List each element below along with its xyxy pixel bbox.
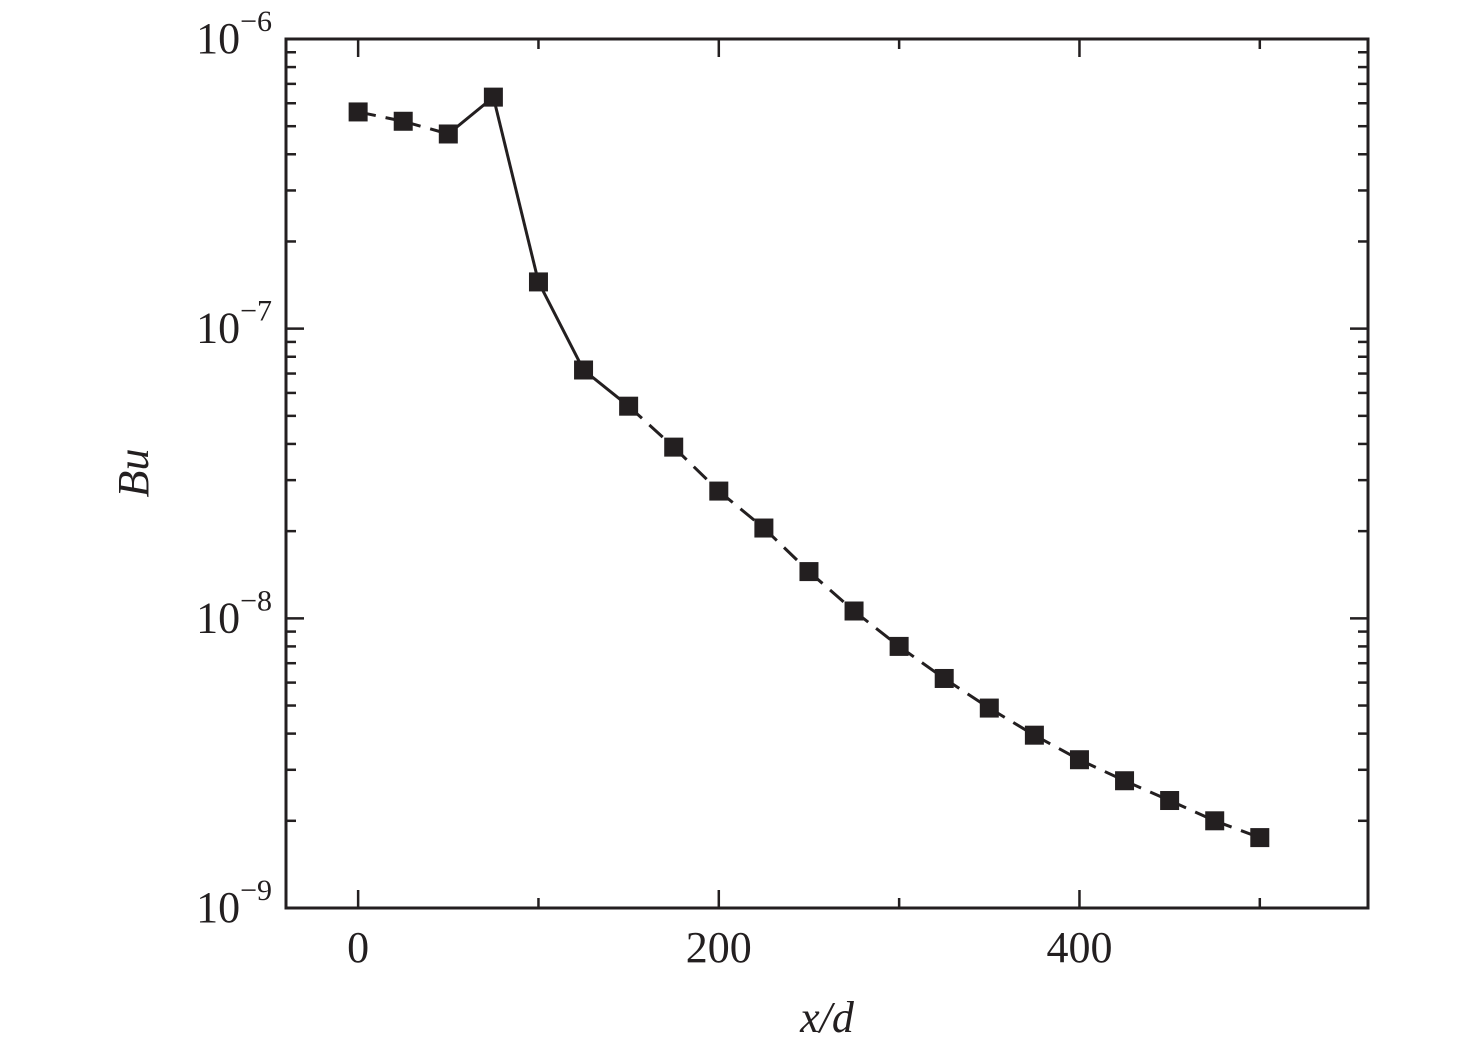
data-point-marker — [844, 601, 864, 621]
y-tick-label: 10−7 — [196, 295, 272, 353]
tick-layer: 10−9 10−8 10−7 10−6 0 200 400 — [196, 5, 1368, 972]
series-line-segment — [537, 281, 585, 371]
data-point-marker — [1160, 791, 1180, 811]
data-point-marker — [664, 437, 684, 457]
data-point-marker — [889, 636, 909, 656]
data-point-marker — [619, 396, 639, 416]
data-point-marker — [799, 562, 819, 582]
data-point-marker — [979, 698, 999, 718]
x-tick-label: 400 — [1046, 923, 1112, 972]
data-point-marker — [528, 272, 548, 292]
y-tick-label: 10−8 — [196, 584, 272, 642]
data-point-marker — [754, 518, 774, 538]
x-tick-label: 0 — [347, 923, 369, 972]
data-point-marker — [1205, 811, 1225, 831]
data-point-marker — [483, 87, 503, 107]
y-tick-label: 10−6 — [196, 5, 272, 63]
plot-frame — [284, 37, 1370, 910]
data-point-marker — [1115, 771, 1135, 791]
data-point-marker — [438, 124, 458, 144]
x-axis-label: x/d — [799, 993, 855, 1042]
x-tick-label: 200 — [686, 923, 752, 972]
series-line-segment — [491, 96, 540, 283]
y-axis-label: Bu — [109, 449, 158, 498]
data-point-marker — [709, 481, 729, 501]
data-point-marker — [1069, 750, 1089, 770]
series-layer — [348, 87, 1270, 848]
data-point-marker — [1250, 828, 1270, 848]
data-point-marker — [348, 102, 368, 122]
data-point-marker — [574, 360, 594, 380]
data-point-marker — [1024, 725, 1044, 745]
data-point-marker — [934, 668, 954, 688]
y-tick-label: 10−9 — [196, 874, 272, 932]
data-point-marker — [393, 111, 413, 131]
